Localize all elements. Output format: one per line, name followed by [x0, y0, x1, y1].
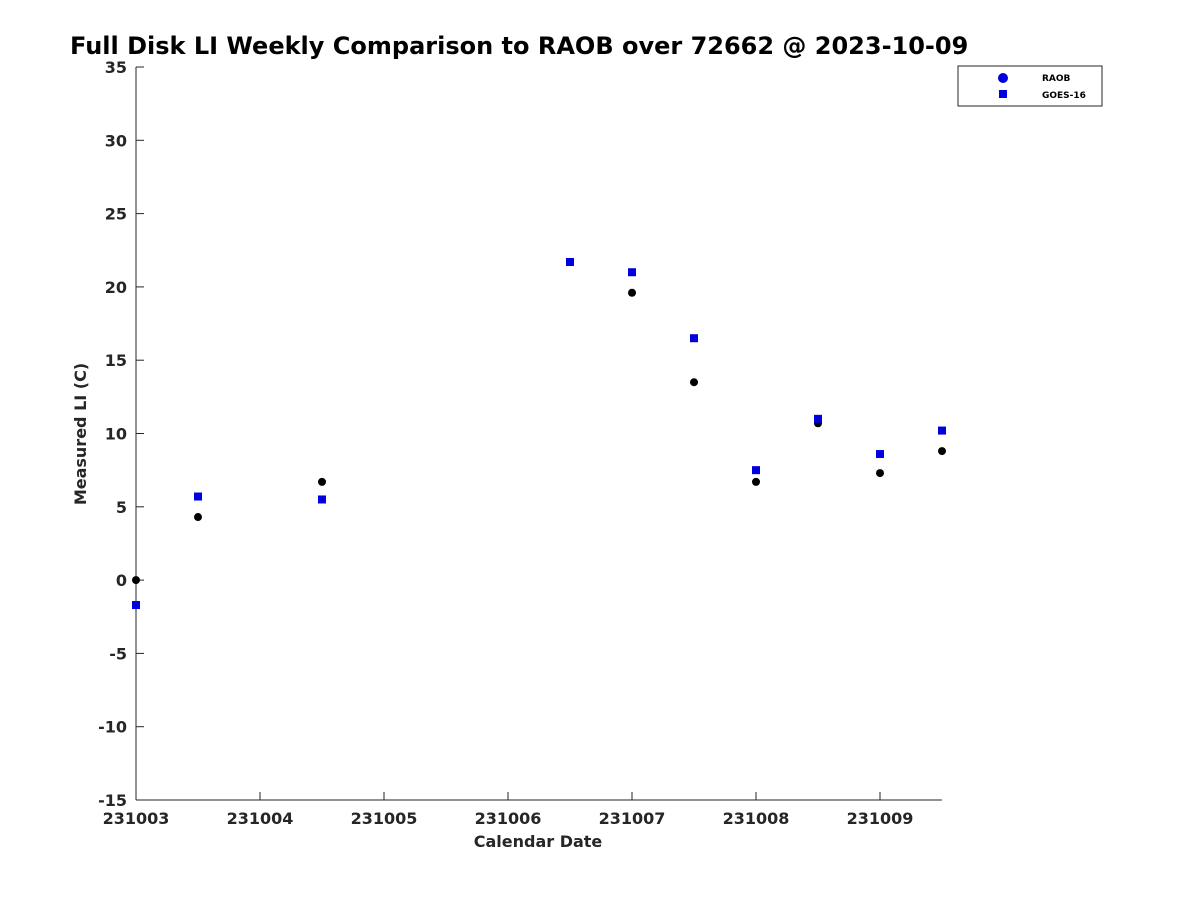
legend-box	[957, 65, 1103, 107]
chart-title: Full Disk LI Weekly Comparison to RAOB o…	[70, 32, 968, 60]
x-tick-label: 231006	[475, 809, 542, 828]
goes16-point	[938, 426, 946, 435]
legend: RAOB GOES-16	[957, 65, 1103, 107]
goes16-point	[566, 257, 574, 266]
raob-point	[194, 513, 202, 522]
series-goes16	[132, 257, 946, 610]
y-axis-label: Measured LI (C)	[71, 363, 90, 505]
y-ticks: -15 -10 -5 0 5 10 15 20 25 30 35	[98, 58, 144, 810]
y-tick-label: 0	[116, 571, 127, 590]
goes16-point	[132, 601, 140, 610]
x-tick-label: 231008	[723, 809, 790, 828]
raob-point	[752, 477, 760, 486]
x-tick-label: 231009	[847, 809, 914, 828]
x-ticks: 231003 231004 231005 231006 231007 231008 2310…	[103, 792, 914, 828]
y-tick-label: -15	[98, 791, 127, 810]
goes16-point	[628, 268, 636, 277]
goes16-point	[690, 334, 698, 343]
y-tick-label: 10	[105, 425, 127, 444]
series-raob	[132, 257, 946, 585]
x-tick-label: 231003	[103, 809, 170, 828]
raob-point	[318, 477, 326, 486]
goes16-point	[814, 414, 822, 423]
goes16-point	[876, 450, 884, 459]
y-tick-label: -10	[98, 718, 127, 737]
legend-marker-raob	[998, 73, 1008, 83]
y-tick-label: 30	[105, 131, 127, 150]
x-axis-label: Calendar Date	[474, 832, 603, 851]
y-tick-label: 25	[105, 205, 127, 224]
x-tick-label: 231004	[227, 809, 294, 828]
legend-label-raob: RAOB	[1042, 74, 1071, 84]
goes16-point	[752, 466, 760, 475]
y-tick-label: 35	[105, 58, 127, 77]
legend-marker-goes16	[999, 90, 1007, 98]
raob-point	[690, 378, 698, 387]
raob-point	[628, 288, 636, 297]
raob-point	[876, 469, 884, 478]
x-tick-label: 231005	[351, 809, 418, 828]
axes	[135, 67, 942, 801]
y-tick-label: 20	[105, 278, 127, 297]
raob-point	[938, 447, 946, 456]
x-tick-label: 231007	[599, 809, 666, 828]
y-tick-label: -5	[109, 644, 127, 663]
goes16-point	[318, 495, 326, 504]
raob-point	[132, 576, 140, 585]
y-tick-label: 5	[116, 498, 127, 517]
legend-label-goes16: GOES-16	[1042, 91, 1086, 101]
goes16-point	[194, 492, 202, 501]
y-tick-label: 15	[105, 351, 127, 370]
